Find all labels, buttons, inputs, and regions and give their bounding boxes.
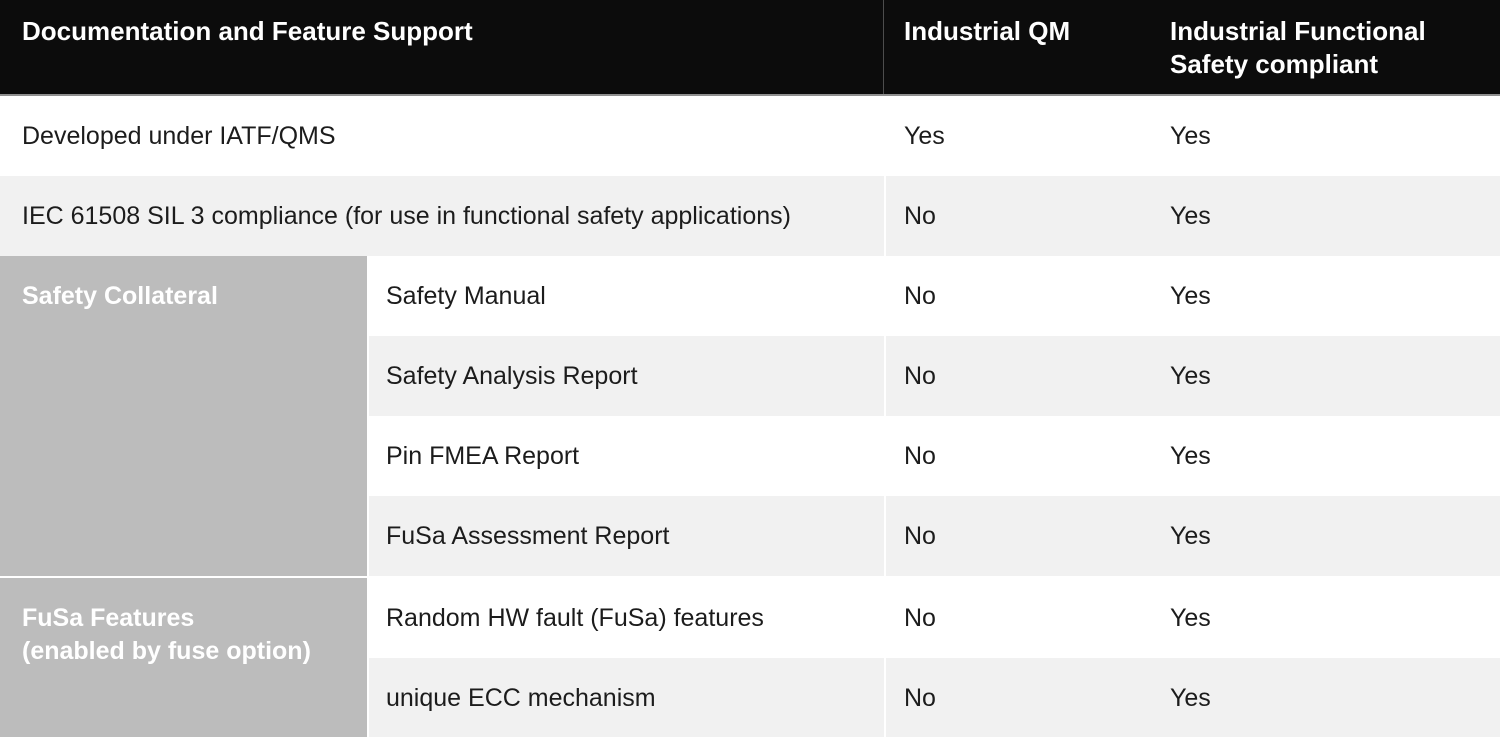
table-row-developed-under-iatf-qms: Developed under IATF/QMS Yes Yes [0,96,1500,176]
feature-label: Pin FMEA Report [386,441,580,470]
functional-safety-value: Yes [1170,603,1211,632]
section-rows: Safety Manual No Yes Safety Analysis Rep… [367,256,1500,576]
table-row-fusa-assessment-report: FuSa Assessment Report No Yes [369,496,1500,576]
functional-safety-value: Yes [1170,121,1211,150]
table-header: Documentation and Feature Support Indust… [0,0,1500,96]
feature-label: Random HW fault (FuSa) features [386,603,764,632]
feature-label: FuSa Assessment Report [386,521,670,550]
column-header-industrial-functional-safety: Industrial Functional Safety compliant [1170,16,1426,79]
group-cell-fusa-features: FuSa Features (enabled by fuse option) [0,578,367,737]
industrial-qm-value: No [884,578,1170,658]
functional-safety-value: Yes [1170,361,1211,390]
functional-safety-value: Yes [1170,281,1211,310]
table-row-safety-analysis-report: Safety Analysis Report No Yes [369,336,1500,416]
industrial-qm-value: No [884,336,1170,416]
table-row-random-hw-fault-features: Random HW fault (FuSa) features No Yes [369,578,1500,658]
feature-label: Safety Analysis Report [386,361,638,390]
industrial-qm-value: No [884,416,1170,496]
section-safety-collateral: Safety Collateral Safety Manual No Yes S… [0,256,1500,576]
industrial-qm-value: No [884,496,1170,576]
industrial-qm-value: Yes [884,96,1170,176]
industrial-qm-value: No [884,176,1170,256]
section-rows: Random HW fault (FuSa) features No Yes u… [367,578,1500,737]
table-row-safety-manual: Safety Manual No Yes [369,256,1500,336]
group-label: FuSa Features (enabled by fuse option) [22,604,311,665]
industrial-qm-value: No [884,658,1170,737]
feature-label: unique ECC mechanism [386,683,656,712]
feature-label: Safety Manual [386,281,546,310]
industrial-qm-value: No [884,256,1170,336]
functional-safety-value: Yes [1170,683,1211,712]
column-header-industrial-qm: Industrial QM [904,16,1071,46]
section-fusa-features: FuSa Features (enabled by fuse option) R… [0,576,1500,737]
column-header-feature: Documentation and Feature Support [22,16,473,46]
feature-label: Developed under IATF/QMS [22,121,336,150]
functional-safety-value: Yes [1170,201,1211,230]
feature-label: IEC 61508 SIL 3 compliance (for use in f… [22,201,791,230]
functional-safety-value: Yes [1170,521,1211,550]
table-row-unique-ecc-mechanism: unique ECC mechanism No Yes [369,658,1500,737]
functional-safety-value: Yes [1170,441,1211,470]
table-row-iec-61508-sil3: IEC 61508 SIL 3 compliance (for use in f… [0,176,1500,256]
group-cell-safety-collateral: Safety Collateral [0,256,367,576]
table-row-pin-fmea-report: Pin FMEA Report No Yes [369,416,1500,496]
group-label: Safety Collateral [22,282,218,310]
header-column-divider [883,0,884,94]
